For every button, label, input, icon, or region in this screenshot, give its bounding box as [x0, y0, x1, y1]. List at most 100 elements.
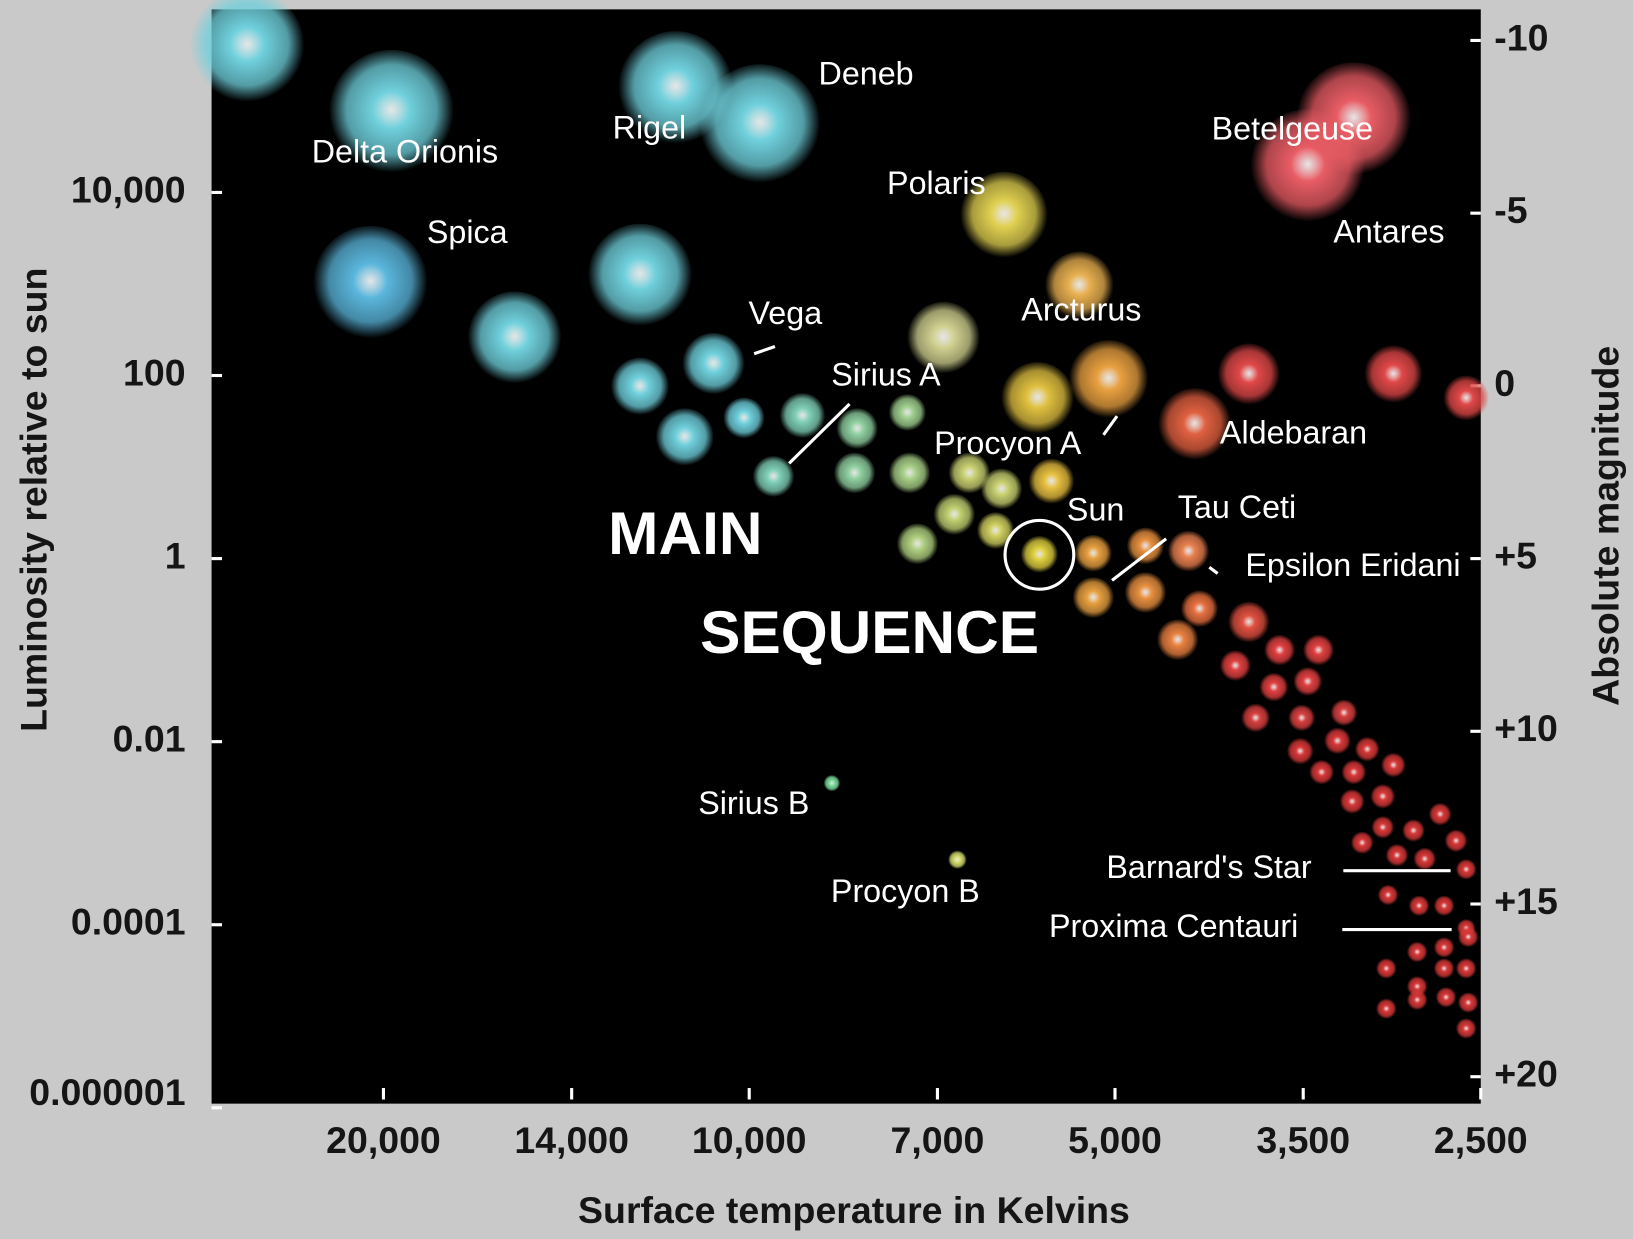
- x-tick-label: 2,500: [1434, 1119, 1528, 1161]
- star: [1434, 896, 1455, 917]
- star-label: Arcturus: [1021, 292, 1141, 328]
- star: [1069, 340, 1148, 419]
- star: [1386, 844, 1409, 867]
- y2-tick-label: +20: [1494, 1053, 1558, 1095]
- star: [1434, 958, 1455, 979]
- star-label: Polaris: [887, 165, 986, 201]
- star: [1407, 976, 1428, 997]
- star: [723, 398, 765, 440]
- star-label: Epsilon Eridani: [1245, 547, 1460, 583]
- page: Luminosity relative to sun Absolute magn…: [0, 0, 1633, 1239]
- star: [1293, 667, 1322, 696]
- star: [313, 226, 428, 341]
- y2-axis-title: Absolute magnitude: [1585, 346, 1627, 706]
- star: [1340, 789, 1365, 814]
- star: [468, 291, 562, 385]
- star: [1309, 760, 1334, 785]
- star: [836, 408, 878, 450]
- star: [1241, 704, 1270, 733]
- star: [981, 469, 1023, 511]
- star-label: Proxima Centauri: [1049, 908, 1298, 944]
- star: [1376, 958, 1397, 979]
- star: [1445, 830, 1468, 853]
- star: [933, 494, 975, 536]
- star: [1341, 760, 1366, 785]
- star: [682, 333, 744, 395]
- y2-tick-label: +15: [1494, 880, 1558, 922]
- annotation: SEQUENCE: [700, 598, 1039, 666]
- x-tick-label: 5,000: [1068, 1119, 1162, 1161]
- star: [1364, 346, 1422, 404]
- star-label: Procyon B: [831, 873, 980, 909]
- star-label: Delta Orionis: [312, 134, 499, 170]
- star: [1376, 999, 1397, 1020]
- star: [1072, 577, 1114, 619]
- y2-tick-label: -10: [1494, 16, 1548, 58]
- y-tick-label: 100: [123, 351, 186, 393]
- y-tick-label: 0.0001: [71, 901, 186, 943]
- annotation: MAIN: [608, 499, 762, 567]
- star: [889, 394, 926, 431]
- star: [1355, 737, 1380, 762]
- chart: Luminosity relative to sun Absolute magn…: [0, 0, 1633, 1239]
- star: [977, 512, 1014, 549]
- star: [897, 524, 939, 566]
- star: [1436, 987, 1457, 1008]
- star-label: Sirius A: [831, 357, 941, 393]
- x-tick-label: 14,000: [514, 1119, 629, 1161]
- star: [1168, 531, 1210, 573]
- y2-tick-label: -5: [1494, 189, 1527, 231]
- star: [834, 453, 876, 495]
- star-label: Deneb: [819, 55, 914, 91]
- star: [1407, 942, 1428, 963]
- star-label: Betelgeuse: [1212, 111, 1373, 147]
- star: [1458, 927, 1479, 948]
- y-tick-label: 0.01: [113, 718, 186, 760]
- star: [824, 775, 841, 792]
- x-tick-label: 7,000: [891, 1119, 985, 1161]
- x-tick-label: 3,500: [1256, 1119, 1350, 1161]
- star: [1264, 635, 1295, 666]
- star: [1324, 728, 1351, 755]
- y2-tick-label: +10: [1494, 707, 1558, 749]
- star-label: Spica: [427, 214, 508, 250]
- star: [1458, 992, 1479, 1013]
- y-tick-label: 10,000: [71, 168, 186, 210]
- star-label: Sun: [1067, 492, 1124, 528]
- star: [1456, 859, 1477, 880]
- star-label: Antares: [1333, 214, 1444, 250]
- y-tick-label: 0.000001: [29, 1071, 185, 1113]
- star-label: Tau Ceti: [1178, 489, 1296, 525]
- star: [1429, 803, 1452, 826]
- star: [1218, 343, 1280, 405]
- star: [1330, 700, 1357, 727]
- star: [1288, 705, 1315, 732]
- star: [1434, 937, 1455, 958]
- star: [1181, 590, 1218, 627]
- star-label: Vega: [749, 295, 823, 331]
- star: [1021, 536, 1058, 573]
- y-tick-label: 1: [165, 534, 186, 576]
- star-label: Barnard's Star: [1106, 849, 1311, 885]
- star: [1220, 650, 1251, 681]
- star: [611, 358, 669, 416]
- star: [588, 224, 692, 328]
- star: [1371, 816, 1394, 839]
- y-axis-title: Luminosity relative to sun: [13, 268, 55, 732]
- star: [1351, 832, 1374, 855]
- star: [1378, 885, 1399, 906]
- star: [948, 851, 967, 870]
- star-label: Sirius B: [698, 785, 809, 821]
- star: [889, 453, 931, 495]
- x-tick-label: 10,000: [692, 1119, 807, 1161]
- star: [656, 408, 714, 466]
- star: [1456, 958, 1477, 979]
- star: [1125, 572, 1167, 614]
- star: [1413, 848, 1436, 871]
- star: [1303, 635, 1334, 666]
- star: [1228, 602, 1270, 644]
- star: [1075, 535, 1112, 572]
- star: [1443, 376, 1489, 422]
- star: [1456, 1018, 1477, 1039]
- y2-tick-label: 0: [1494, 362, 1515, 404]
